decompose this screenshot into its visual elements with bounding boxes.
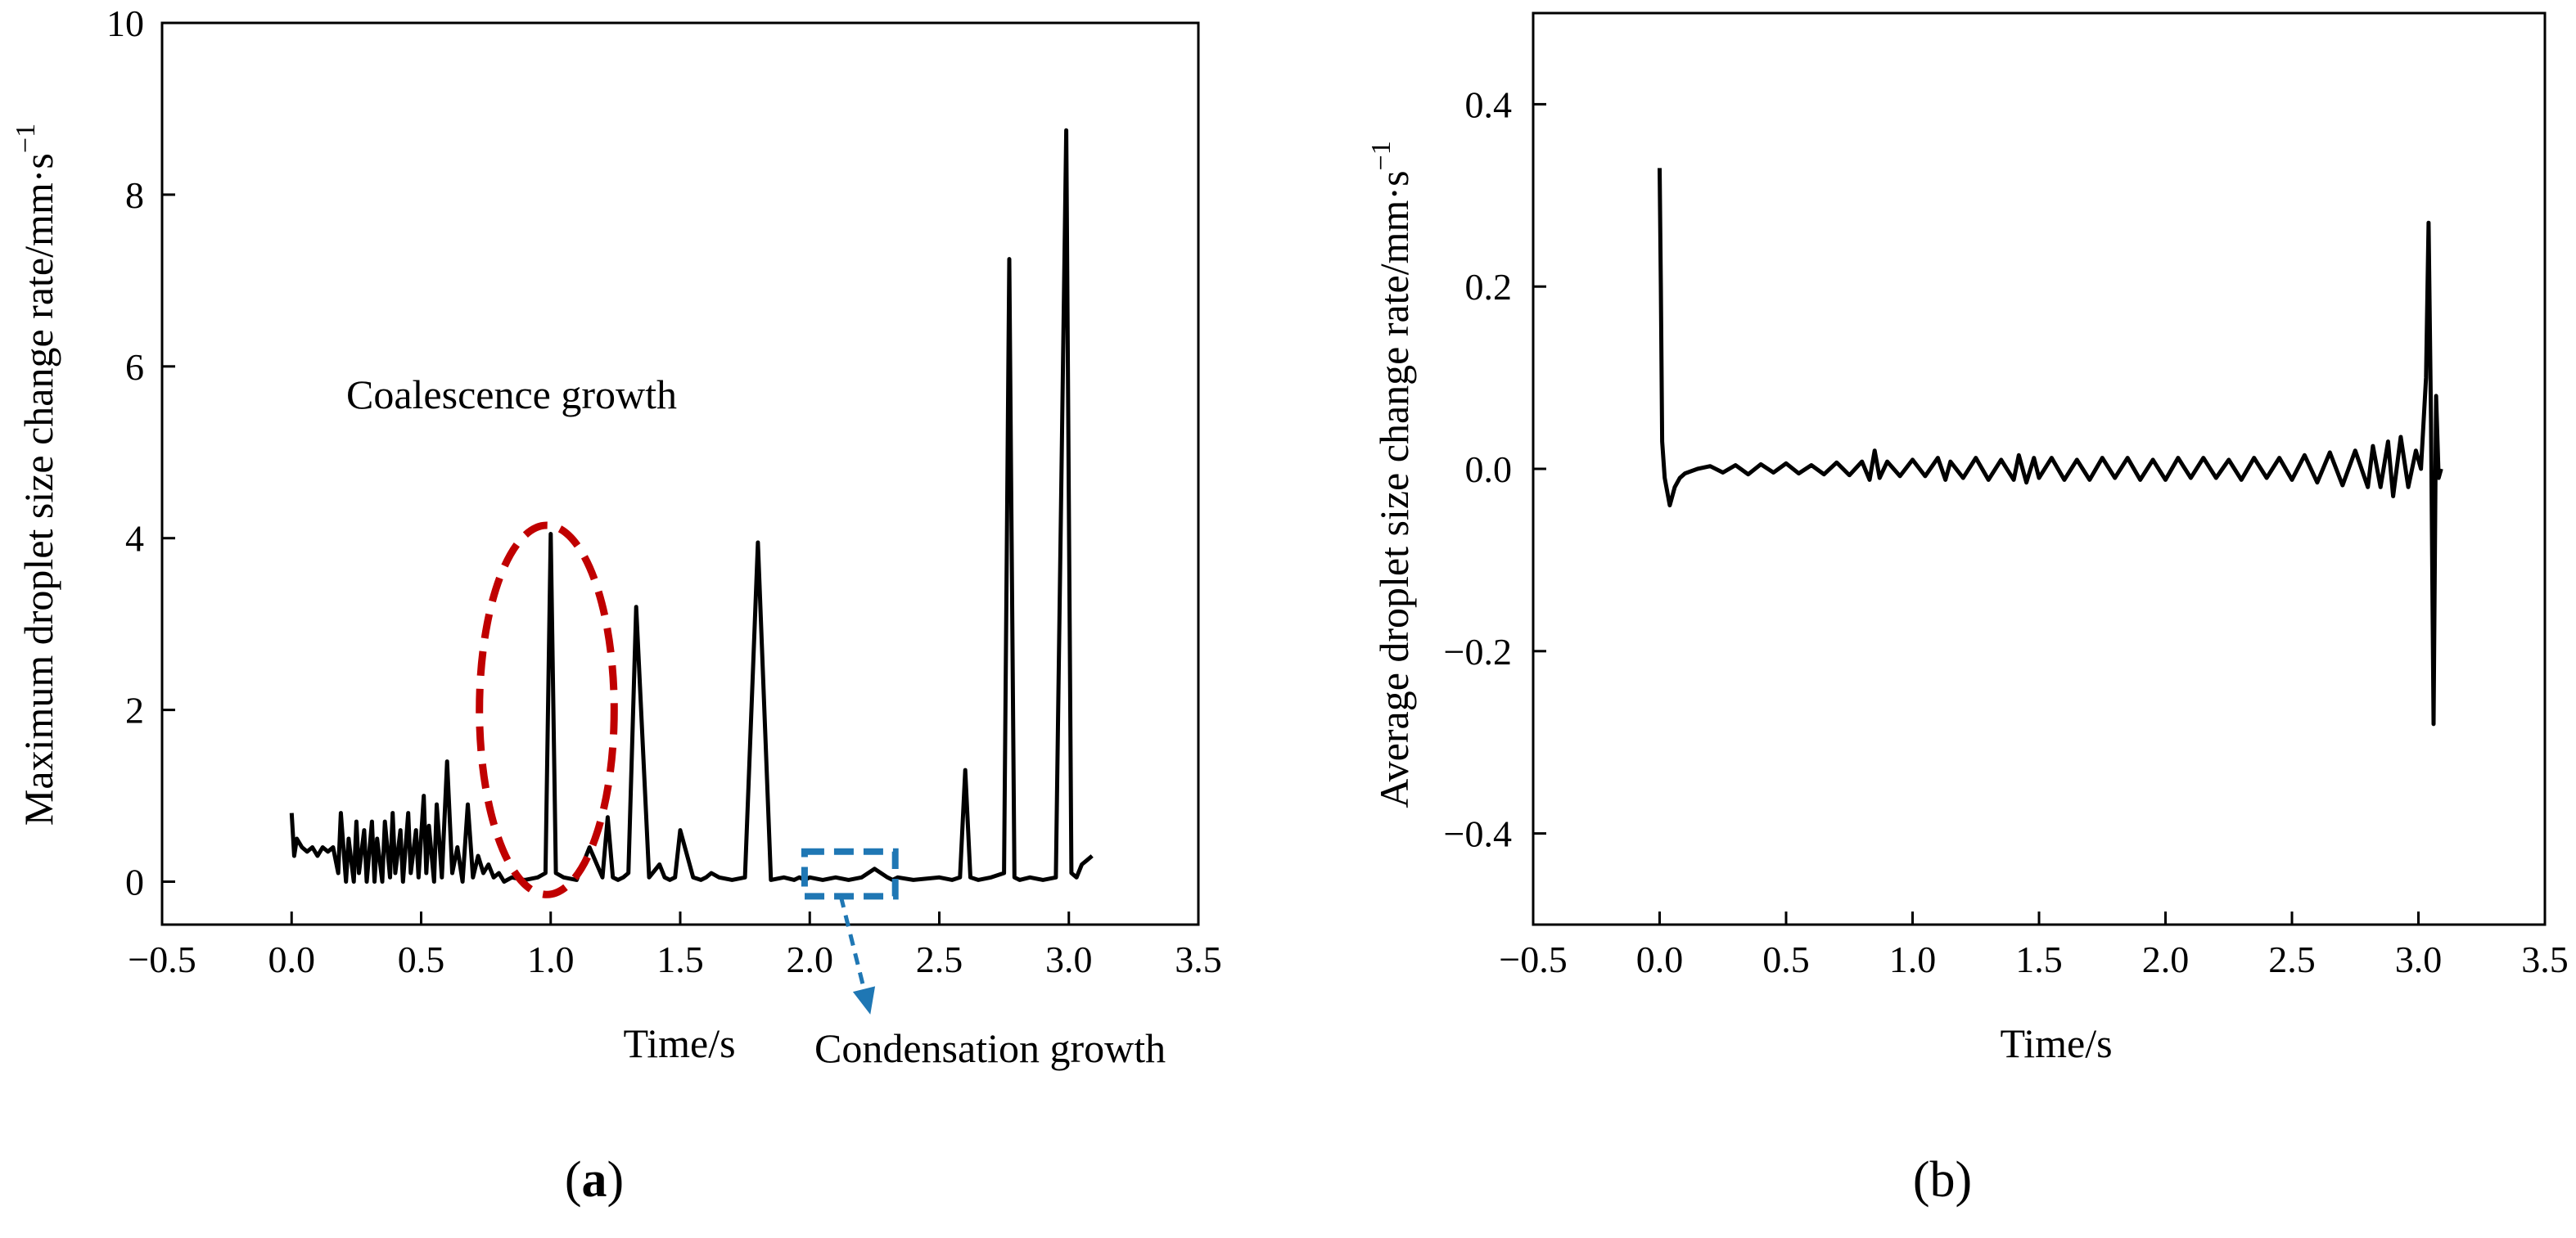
plot-frame-b xyxy=(1532,11,2547,926)
x-axis-title-a: Time/s xyxy=(623,1020,735,1066)
x-tick-label-a-3: 1.0 xyxy=(527,939,575,980)
x-tick-label-b-0: −0.5 xyxy=(1499,939,1567,980)
x-tick-label-b-1: 0.0 xyxy=(1636,939,1684,980)
y-axis-a: 0 2 4 6 8 10 xyxy=(106,2,175,903)
x-tick-label-b-5: 2.0 xyxy=(2142,939,2190,980)
x-tick-label-a-6: 2.5 xyxy=(916,939,963,980)
y-axis-title-a-main: Maximum droplet size change rate/mm·s xyxy=(16,153,61,826)
series-b xyxy=(1658,168,2443,727)
x-tick-label-a-1: 0.0 xyxy=(268,939,316,980)
annotation-coalescence: Coalescence growth xyxy=(346,371,677,417)
y-axis-title-a: Maximum droplet size change rate/mm·s−1 xyxy=(11,124,61,826)
y-tick-label-b-4: 0.4 xyxy=(1465,83,1513,125)
coalescence-highlight-ellipse xyxy=(476,521,618,898)
x-axis-b: −0.5 0.0 0.5 1.0 1.5 2.0 2.5 3.0 3.5 xyxy=(1499,912,2569,980)
y-tick-label-a-2: 4 xyxy=(125,518,144,560)
y-tick-label-b-2: 0.0 xyxy=(1465,448,1513,490)
y-axis-title-b-sup: −1 xyxy=(1366,141,1396,170)
x-tick-label-a-5: 2.0 xyxy=(787,939,834,980)
y-axis-b: −0.4 −0.2 0.0 0.2 0.4 xyxy=(1444,83,1546,855)
x-axis-a: −0.5 0.0 0.5 1.0 1.5 2.0 2.5 3.0 3.5 xyxy=(128,912,1222,980)
y-tick-label-a-1: 2 xyxy=(125,690,144,732)
y-tick-label-a-3: 6 xyxy=(125,346,144,388)
x-tick-label-b-4: 1.5 xyxy=(2015,939,2063,980)
panel-b: −0.5 0.0 0.5 1.0 1.5 2.0 2.5 3.0 3.5 −0.4 −0.2 0.0… xyxy=(1366,11,2569,1208)
series-line-b-0 xyxy=(1658,168,2443,727)
annotation-condensation: Condensation growth xyxy=(814,1025,1166,1071)
x-axis-title-b: Time/s xyxy=(2000,1020,2112,1066)
x-tick-label-a-0: −0.5 xyxy=(128,939,196,980)
y-tick-label-b-1: −0.2 xyxy=(1444,631,1512,673)
x-tick-label-b-2: 0.5 xyxy=(1762,939,1810,980)
x-tick-label-a-4: 1.5 xyxy=(656,939,704,980)
y-axis-title-a-sup: −1 xyxy=(11,124,41,153)
x-tick-label-a-8: 3.5 xyxy=(1175,939,1222,980)
y-tick-label-b-3: 0.2 xyxy=(1465,266,1513,308)
x-tick-label-a-2: 0.5 xyxy=(398,939,445,980)
condensation-highlight-box xyxy=(801,848,899,900)
series-a xyxy=(289,128,1094,884)
x-tick-label-b-3: 1.0 xyxy=(1889,939,1937,980)
panel-a: −0.5 0.0 0.5 1.0 1.5 2.0 2.5 3.0 3.5 0 2 4 6 8 10 Coa… xyxy=(11,2,1222,1208)
condensation-arrow-head xyxy=(852,986,876,1015)
series-line-a-0 xyxy=(289,128,1094,884)
x-tick-label-a-7: 3.0 xyxy=(1045,939,1093,980)
y-tick-label-a-5: 10 xyxy=(106,2,144,44)
y-tick-label-a-4: 8 xyxy=(125,174,144,216)
panel-label-b: (b) xyxy=(1913,1152,1972,1208)
x-tick-label-b-8: 3.5 xyxy=(2521,939,2569,980)
y-tick-label-b-0: −0.4 xyxy=(1444,813,1512,855)
x-tick-label-b-6: 2.5 xyxy=(2268,939,2316,980)
y-tick-label-a-0: 0 xyxy=(125,862,144,903)
y-axis-title-b: Average droplet size change rate/mm·s−1 xyxy=(1366,141,1417,808)
x-tick-label-b-7: 3.0 xyxy=(2395,939,2443,980)
y-axis-title-b-main: Average droplet size change rate/mm·s xyxy=(1371,170,1417,808)
plot-frame-a xyxy=(160,21,1200,926)
condensation-arrow-line xyxy=(838,895,869,1001)
panel-label-a: (a) xyxy=(565,1152,624,1208)
